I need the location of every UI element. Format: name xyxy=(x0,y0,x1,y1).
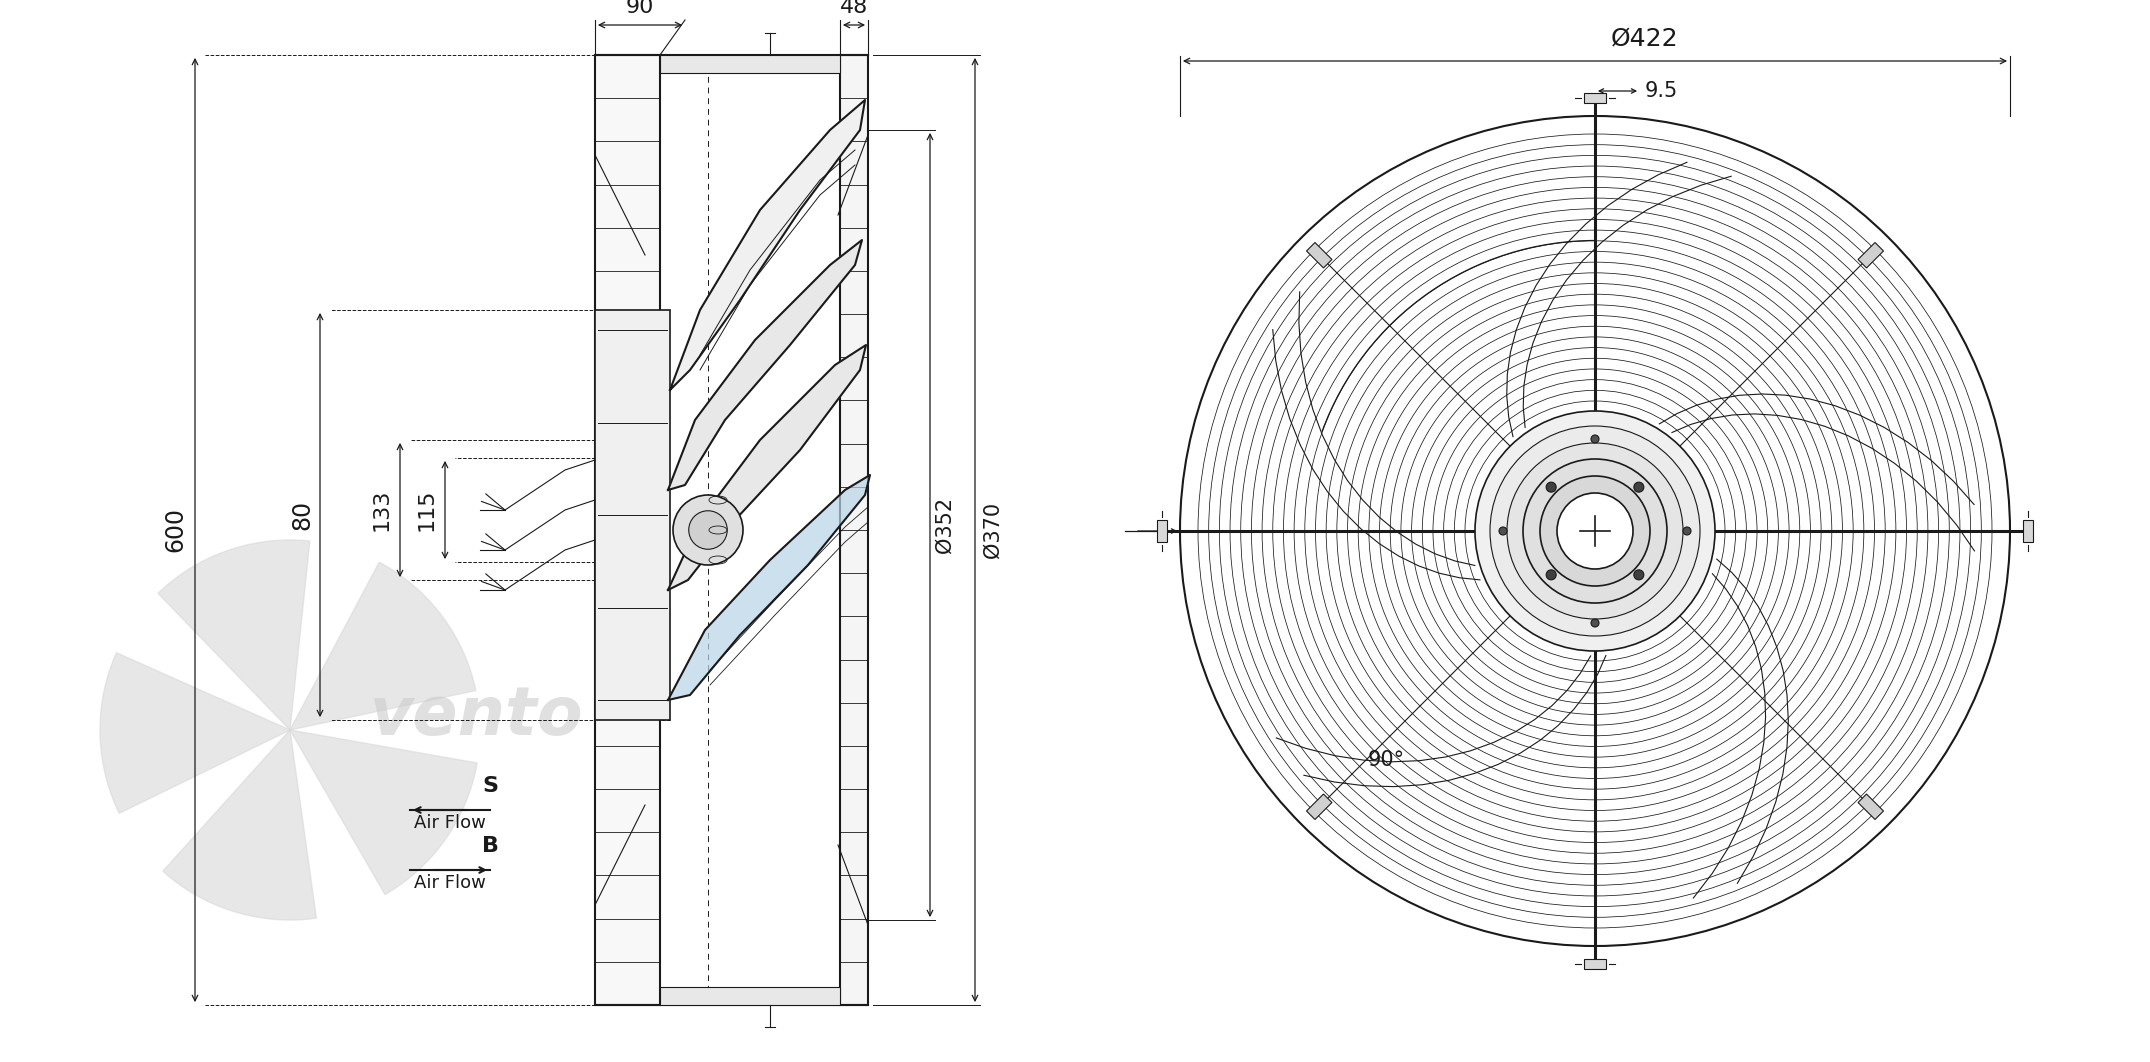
Bar xyxy=(1585,93,1606,103)
Circle shape xyxy=(1683,527,1692,535)
Circle shape xyxy=(1499,527,1507,535)
Text: Air Flow: Air Flow xyxy=(415,874,486,892)
Bar xyxy=(1858,242,1883,268)
Polygon shape xyxy=(290,730,477,894)
Text: B: B xyxy=(482,836,499,856)
Text: 115: 115 xyxy=(417,489,436,531)
Text: vento: vento xyxy=(370,683,583,749)
Text: 9.5: 9.5 xyxy=(1645,81,1679,101)
Bar xyxy=(596,55,660,1005)
Text: S: S xyxy=(482,776,499,796)
Text: Ø352: Ø352 xyxy=(935,497,955,553)
Polygon shape xyxy=(671,100,864,390)
Circle shape xyxy=(1557,493,1634,569)
Polygon shape xyxy=(101,653,290,813)
Circle shape xyxy=(1522,459,1666,603)
Text: 90°: 90° xyxy=(1367,750,1404,770)
Circle shape xyxy=(1591,619,1600,627)
Bar xyxy=(1307,242,1333,268)
Text: 48: 48 xyxy=(841,0,869,17)
Bar xyxy=(1157,520,1167,542)
Polygon shape xyxy=(669,475,871,700)
Polygon shape xyxy=(290,562,475,730)
Circle shape xyxy=(1546,482,1557,492)
Circle shape xyxy=(1634,482,1645,492)
Bar xyxy=(1307,794,1333,820)
Circle shape xyxy=(1591,435,1600,443)
Text: 80: 80 xyxy=(290,500,314,530)
Bar xyxy=(660,987,841,1005)
Bar xyxy=(841,55,869,1005)
Text: Ø422: Ø422 xyxy=(1610,27,1679,51)
Circle shape xyxy=(1539,476,1649,586)
Bar xyxy=(596,310,671,720)
Bar xyxy=(2023,520,2034,542)
Bar xyxy=(660,55,841,73)
Circle shape xyxy=(1490,426,1701,636)
Circle shape xyxy=(1634,570,1645,580)
Circle shape xyxy=(1475,411,1716,651)
Polygon shape xyxy=(669,240,862,490)
Polygon shape xyxy=(163,730,316,920)
Circle shape xyxy=(1507,443,1683,619)
Circle shape xyxy=(1546,570,1557,580)
Text: 133: 133 xyxy=(372,489,391,531)
Bar xyxy=(1585,959,1606,969)
Text: 90: 90 xyxy=(626,0,654,17)
Text: Air Flow: Air Flow xyxy=(415,813,486,832)
Polygon shape xyxy=(157,539,310,730)
Circle shape xyxy=(688,511,727,549)
Circle shape xyxy=(673,495,744,565)
Text: 600: 600 xyxy=(163,508,187,552)
Polygon shape xyxy=(669,345,866,590)
Bar xyxy=(1858,794,1883,820)
Text: Ø370: Ø370 xyxy=(983,502,1004,558)
